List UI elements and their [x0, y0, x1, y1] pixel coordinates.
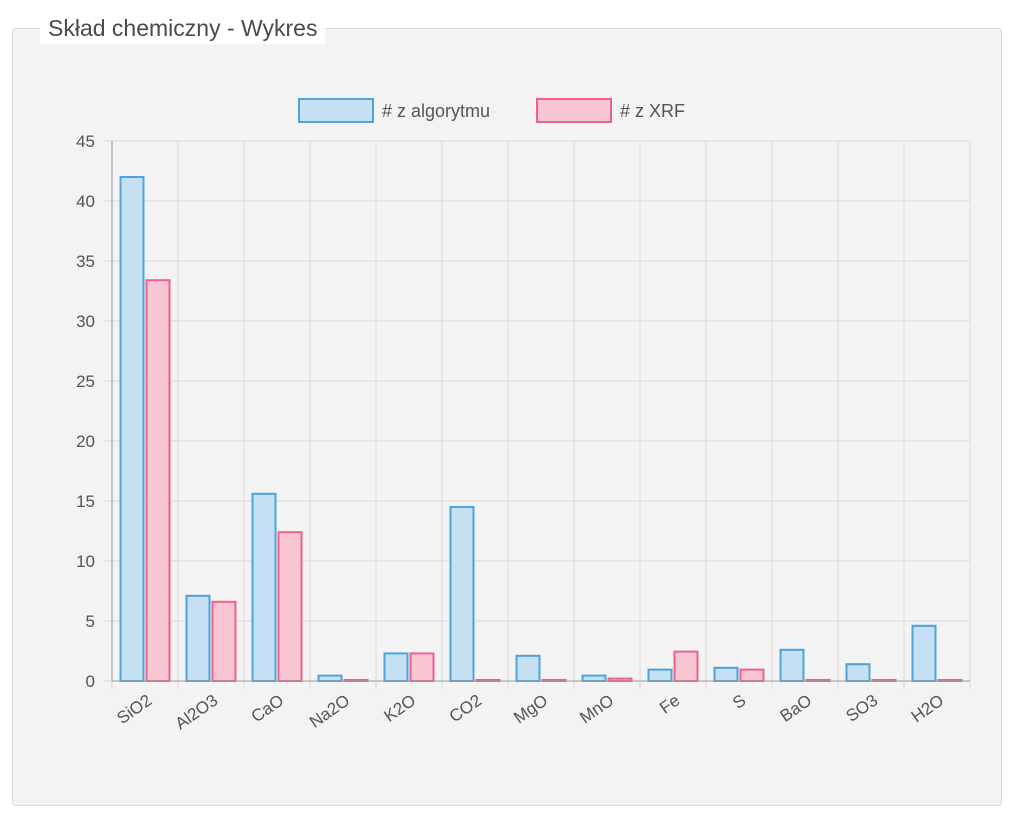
y-tick-label: 0: [86, 672, 95, 691]
y-axis: 0 5 10 15 20 25 30 35 40 45: [76, 132, 113, 691]
bar-fe-series-0[interactable]: [647, 668, 673, 682]
y-tick-label: 20: [76, 432, 95, 451]
x-tick-label: S: [729, 691, 749, 713]
y-tick-label: 10: [76, 552, 95, 571]
y-tick-label: 15: [76, 492, 95, 511]
legend-label-series-0[interactable]: # z algorytmu: [382, 101, 490, 121]
y-tick-label: 35: [76, 252, 95, 271]
x-tick-label: MnO: [576, 691, 617, 728]
chart-legend: # z algorytmu # z XRF: [298, 98, 685, 123]
legend-label-series-1[interactable]: # z XRF: [620, 101, 685, 121]
bar-h2o-series-0[interactable]: [911, 624, 937, 682]
bar-k2o-series-0[interactable]: [383, 652, 409, 683]
bar-bao-series-0[interactable]: [779, 648, 805, 682]
bar-al2o3-series-1[interactable]: [211, 600, 237, 682]
bar-fe-series-1[interactable]: [673, 650, 699, 682]
x-tick-label: H2O: [908, 691, 948, 727]
chart-panel: [12, 28, 1002, 806]
bar-mno-series-0[interactable]: [581, 674, 607, 682]
x-tick-label: CO2: [446, 691, 486, 727]
bar-s-series-1[interactable]: [739, 668, 765, 682]
bar-cao-series-1[interactable]: [277, 531, 303, 683]
panel-title: Skład chemiczny - Wykres: [40, 12, 326, 44]
y-tick-label: 5: [86, 612, 95, 631]
x-tick-label: SO3: [843, 691, 882, 726]
x-tick-label: Al2O3: [172, 691, 222, 734]
x-tick-label: Fe: [656, 691, 683, 718]
legend-swatch-series-0[interactable]: [298, 98, 374, 123]
y-tick-label: 30: [76, 312, 95, 331]
x-tick-label: SiO2: [113, 691, 155, 728]
y-tick-label: 25: [76, 372, 95, 391]
bar-k2o-series-1[interactable]: [409, 652, 435, 683]
bar-s-series-0[interactable]: [713, 666, 739, 682]
x-tick-label: CaO: [248, 691, 288, 727]
x-tick-label: MgO: [510, 691, 551, 728]
bar-series: [119, 176, 963, 683]
legend-swatch-series-1[interactable]: [536, 98, 612, 123]
bar-mgo-series-0[interactable]: [515, 654, 541, 682]
y-tick-label: 40: [76, 192, 95, 211]
bar-al2o3-series-0[interactable]: [185, 594, 211, 682]
y-tick-label: 45: [76, 132, 95, 151]
x-tick-label: Na2O: [306, 691, 353, 732]
x-tick-label: K2O: [381, 691, 420, 726]
bar-cao-series-0[interactable]: [251, 492, 277, 682]
bar-sio2-series-0[interactable]: [119, 176, 145, 682]
x-axis: SiO2 Al2O3 CaO Na2O K2O CO2 MgO MnO Fe S BaO SO3 H2O: [112, 680, 970, 734]
x-tick-label: BaO: [777, 691, 816, 726]
bar-sio2-series-1[interactable]: [145, 279, 171, 682]
bar-co2-series-0[interactable]: [449, 506, 475, 682]
bar-so3-series-0[interactable]: [845, 663, 871, 683]
bar-na2o-series-0[interactable]: [317, 674, 343, 682]
